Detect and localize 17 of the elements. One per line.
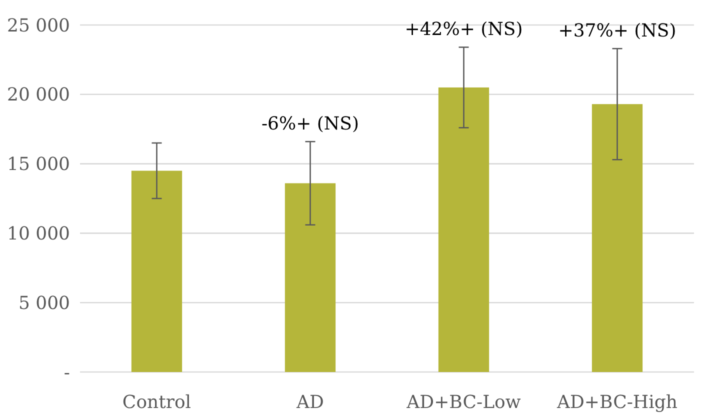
bar (284, 183, 336, 372)
x-tick-label: Control (122, 392, 192, 413)
x-tick-label: AD+BC-High (556, 392, 678, 413)
y-tick-label: 5 000 (18, 292, 70, 314)
y-tick-label: 10 000 (7, 224, 70, 244)
y-tick-label: 15 000 (7, 154, 70, 176)
bar (438, 87, 490, 372)
y-tick-label: 20 000 (7, 84, 70, 106)
x-tick-label: AD+BC-Low (406, 392, 522, 413)
y-tick-label: - (64, 362, 70, 384)
bar (131, 170, 182, 372)
annotation: +42%+ (NS) (404, 19, 523, 40)
annotation: -6%+ (NS) (261, 114, 360, 135)
annotation: +37%+ (NS) (558, 20, 676, 42)
x-tick-label: AD (296, 392, 324, 413)
bar (592, 104, 643, 372)
y-tick-label: 25 000 (7, 15, 70, 36)
